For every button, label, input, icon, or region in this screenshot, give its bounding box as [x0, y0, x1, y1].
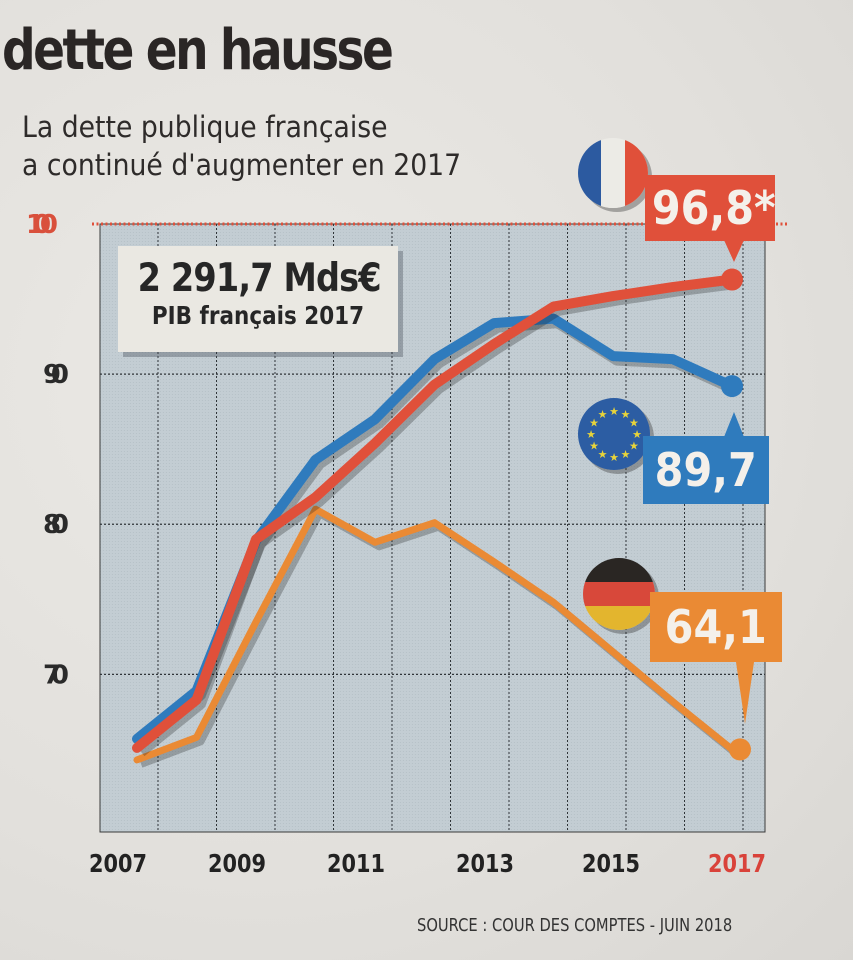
germany-value: 64,1	[664, 600, 768, 654]
flag-france-icon	[578, 138, 648, 208]
x-tick-label: 2015	[582, 849, 640, 878]
series-line-allemagne	[133, 505, 736, 764]
x-tick-label: 2009	[208, 849, 266, 878]
end-point-zone-euro	[721, 375, 743, 398]
subtitle-line-1: La dette publique française	[22, 110, 388, 144]
germany-value-callout: 64,1	[650, 592, 782, 662]
germany-callout-pointer	[736, 662, 754, 724]
y-tick-label: 70	[43, 660, 69, 690]
x-tick-label: 2017	[708, 849, 766, 878]
gdp-caption: PIB français 2017	[151, 301, 365, 330]
flag-germany-icon	[583, 558, 655, 630]
france-value-callout: 96,8*	[645, 175, 776, 241]
x-axis-ticks: 2007 2009 2011 2013 2015 2017	[89, 849, 766, 878]
eu-star-icon: ★	[609, 451, 619, 464]
source-note: SOURCE : COUR DES COMPTES - JUIN 2018	[417, 916, 733, 936]
end-point-allemagne	[729, 738, 751, 761]
x-tick-label: 2011	[327, 849, 385, 878]
eu-star-icon: ★	[589, 417, 599, 430]
gdp-value: 2 291,7 Mds€	[137, 256, 382, 301]
gdp-info-box: 2 291,7 Mds€ PIB français 2017	[118, 246, 398, 352]
eu-star-icon: ★	[621, 448, 631, 461]
x-tick-label: 2013	[456, 849, 514, 878]
series-line-france	[132, 274, 737, 753]
eu-star-icon: ★	[629, 440, 639, 453]
eu-star-icon: ★	[629, 417, 639, 430]
x-tick-label: 2007	[89, 849, 147, 878]
france-value: 96,8*	[651, 181, 776, 235]
eu-star-icon: ★	[632, 428, 642, 441]
eu-callout-pointer	[724, 412, 744, 437]
eu-value: 89,7	[654, 443, 758, 497]
series-layer	[132, 268, 751, 768]
y-axis-ticks: 70 80 90 100	[26, 210, 69, 690]
y-tick-label: 90	[43, 360, 69, 390]
eu-star-icon: ★	[598, 448, 608, 461]
flag-european-union-icon: ★ ★ ★ ★ ★ ★ ★ ★ ★ ★ ★ ★	[578, 398, 650, 470]
end-point-france	[721, 268, 743, 291]
y-tick-label: 100	[26, 210, 58, 240]
france-callout-pointer	[724, 240, 744, 262]
eu-star-icon: ★	[598, 408, 608, 421]
eu-value-callout: 89,7	[643, 436, 769, 504]
subtitle: La dette publique française a continué d…	[22, 108, 461, 184]
eu-star-icon: ★	[621, 408, 631, 421]
eu-star-icon: ★	[609, 405, 619, 418]
eu-star-icon: ★	[586, 428, 596, 441]
subtitle-line-2: a continué d'augmenter en 2017	[22, 148, 462, 182]
eu-stars: ★★★★★★★★★ ★ ★★	[586, 405, 642, 464]
headline: dette en hausse	[2, 18, 394, 83]
eu-star-icon: ★	[589, 440, 599, 453]
y-tick-label: 80	[43, 510, 69, 540]
